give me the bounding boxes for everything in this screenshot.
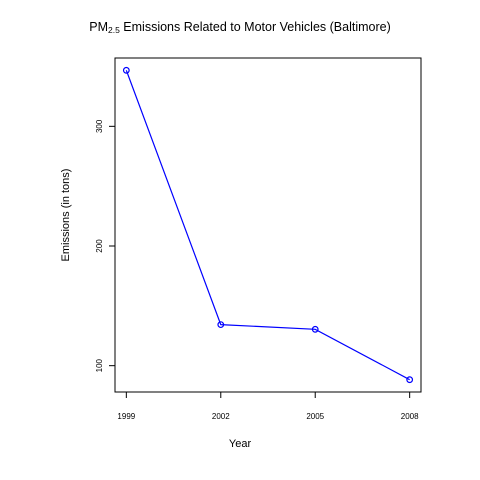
x-tick-label: 2008 [401, 412, 419, 421]
y-tick-label: 300 [95, 119, 104, 133]
data-point [122, 66, 130, 74]
x-tick-label: 1999 [117, 412, 135, 421]
data-point [217, 321, 225, 329]
axes: 1999 2002 2005 2008 100 200 300 [95, 119, 419, 421]
x-tick-label: 2005 [306, 412, 324, 421]
y-axis-label: Emissions (in tons) [60, 168, 72, 262]
chart-title-main: PM [89, 20, 108, 34]
x-axis-label: Year [228, 438, 252, 450]
series-line [125, 70, 410, 381]
data-point [406, 376, 414, 384]
series-layer [122, 66, 414, 384]
chart-title: PM2.5 Emissions Related to Motor Vehicle… [0, 20, 480, 35]
y-tick-label: 200 [95, 239, 104, 253]
chart-title-rest: Emissions Related to Motor Vehicles (Bal… [119, 20, 391, 34]
chart-title-subscript: 2.5 [107, 25, 120, 35]
y-tick-label: 100 [95, 358, 104, 372]
plot-frame [114, 57, 422, 393]
data-point [311, 325, 319, 333]
x-tick-label: 2002 [212, 412, 230, 421]
